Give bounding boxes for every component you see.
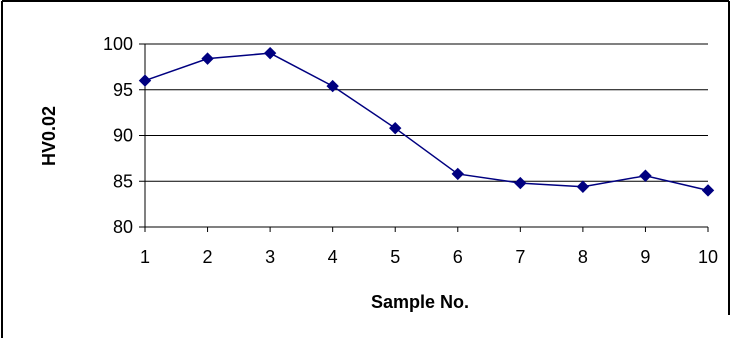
- y-tick-label: 80: [113, 217, 133, 237]
- y-tick-label: 100: [103, 34, 133, 54]
- data-point: [639, 169, 652, 182]
- series-line-0: [144, 52, 709, 192]
- x-tick-label: 9: [640, 247, 650, 267]
- y-tick-labels: 80 85 90 95 100: [103, 34, 133, 237]
- x-tick-label: 5: [390, 247, 400, 267]
- y-axis-title: HV0.02: [39, 106, 59, 166]
- y-tick-label: 95: [113, 80, 133, 100]
- data-point: [701, 184, 715, 197]
- data-point: [576, 180, 590, 193]
- data-point: [389, 121, 402, 135]
- x-tick-label: 10: [698, 247, 718, 267]
- y-tick-label: 85: [113, 171, 133, 191]
- x-tick-label: 2: [203, 247, 213, 267]
- x-axis-title: Sample No.: [371, 292, 469, 312]
- x-tick-label: 3: [265, 247, 275, 267]
- series-markers: [138, 46, 715, 197]
- data-point: [201, 52, 214, 65]
- series-line: [144, 52, 709, 192]
- x-tick-label: 8: [578, 247, 588, 267]
- data-point: [514, 176, 527, 190]
- x-tick-label: 7: [515, 247, 525, 267]
- axes: [139, 43, 709, 232]
- data-point: [138, 74, 152, 87]
- data-point: [451, 167, 464, 181]
- x-tick-labels: 1 2 3 4 5 6 7 8 9 10: [140, 247, 718, 267]
- y-tick-label: 90: [113, 126, 133, 146]
- x-tick-label: 6: [453, 247, 463, 267]
- y-gridlines: [145, 43, 708, 182]
- data-point: [326, 79, 339, 93]
- data-point: [263, 46, 277, 60]
- x-tick-label: 4: [328, 247, 338, 267]
- x-tick-label: 1: [140, 247, 150, 267]
